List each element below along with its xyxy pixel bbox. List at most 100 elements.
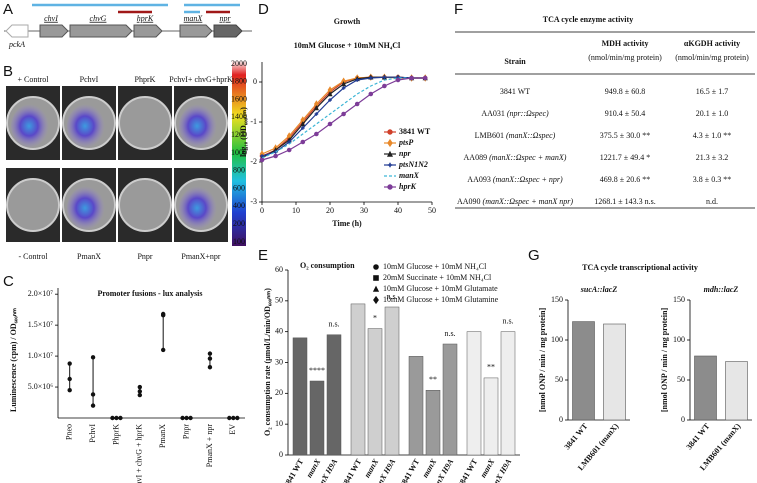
legend-label: 3841 WT bbox=[399, 127, 431, 136]
gene-label: hprK bbox=[137, 14, 154, 23]
table-cell: AA031 (npr::Ωspec) bbox=[481, 109, 549, 118]
marker bbox=[301, 126, 305, 130]
marker bbox=[387, 138, 393, 148]
y-tick-label: 100 bbox=[551, 335, 563, 344]
data-point bbox=[231, 415, 236, 421]
data-point bbox=[137, 384, 143, 390]
table-header: (nmol/min/mg protein) bbox=[675, 53, 749, 62]
plate bbox=[6, 178, 60, 232]
plate-label: PchvI+ chvG+hprK bbox=[169, 75, 233, 84]
gene-arrow bbox=[213, 24, 243, 38]
bar bbox=[725, 361, 748, 421]
colorbar bbox=[232, 60, 246, 246]
legend-label: 20mM Succinate + 10mM NH₄Cl bbox=[383, 273, 492, 282]
marker bbox=[395, 77, 401, 83]
chart-title: Growth bbox=[334, 17, 361, 26]
legend-label: hprK bbox=[399, 182, 417, 191]
y-tick-label: 10 bbox=[275, 419, 283, 428]
y-tick-label: 20 bbox=[275, 388, 283, 397]
bar bbox=[500, 331, 516, 456]
plate-label: PmanX+npr bbox=[181, 252, 221, 261]
panel-letter: D bbox=[258, 1, 269, 18]
bar bbox=[466, 331, 482, 456]
data-point bbox=[160, 347, 166, 353]
strain-name: AA089 bbox=[464, 153, 488, 162]
marker bbox=[372, 285, 380, 292]
plate-label: PchvI bbox=[80, 75, 99, 84]
y-axis-label: [nmol ONP / min / mg protein] bbox=[538, 308, 547, 413]
x-axis-label: Time (h) bbox=[332, 219, 362, 228]
x-tick-label: Pneo bbox=[65, 424, 74, 440]
table-cell: 469.8 ± 20.6 ** bbox=[600, 175, 650, 184]
marker bbox=[314, 131, 319, 137]
x-tick-label: 20 bbox=[326, 206, 334, 215]
marker bbox=[313, 105, 320, 111]
legend-label: 10mM Glucose + 10mM Glutamine bbox=[383, 295, 499, 304]
significance-label: n.s. bbox=[502, 316, 513, 325]
data-point bbox=[207, 356, 213, 361]
gene-label: chvG bbox=[90, 14, 107, 23]
plate-label: - Control bbox=[18, 252, 48, 261]
y-tick-label: -3 bbox=[250, 197, 257, 206]
table-cell: AA089 (manX::Ωspec + manX) bbox=[464, 153, 567, 162]
x-tick-label: 30 bbox=[360, 206, 368, 215]
table-cell: AA090 (manX::Ωspec + manX npr) bbox=[457, 197, 573, 206]
y-axis-label: O₂ consumption rate (μmol/L/min/OD₆₀₀ₙₘ) bbox=[263, 288, 272, 436]
data-point bbox=[180, 415, 185, 421]
gene-arrow bbox=[69, 24, 133, 38]
marker bbox=[273, 153, 278, 159]
x-tick-label: PmanX bbox=[158, 424, 167, 448]
table-cell: AA093 (manX::Ωspec + npr) bbox=[467, 175, 563, 184]
marker bbox=[340, 81, 347, 87]
x-tick-label: PchvI bbox=[88, 424, 97, 443]
marker bbox=[409, 75, 414, 81]
significance-label: ** bbox=[429, 375, 437, 384]
bar bbox=[425, 390, 441, 456]
panel-title: TCA cycle transcriptional activity bbox=[582, 263, 698, 272]
panel-letter: A bbox=[3, 1, 13, 18]
strain-name: 3841 WT bbox=[500, 87, 530, 96]
gene-arrow bbox=[39, 24, 69, 38]
colorbar-tick-label: 600 bbox=[233, 183, 245, 192]
marker bbox=[341, 86, 346, 90]
marker bbox=[373, 275, 379, 281]
gene-label: pckA bbox=[8, 40, 25, 49]
genotype: (manX::Ωspec + manX) bbox=[489, 153, 567, 162]
table-cell: 3841 WT bbox=[500, 87, 530, 96]
colorbar-tick-label: 1800 bbox=[231, 77, 247, 86]
data-point bbox=[118, 415, 123, 421]
y-tick-label: 30 bbox=[275, 357, 283, 366]
colorbar-tick-label: 1400 bbox=[231, 112, 247, 121]
genotype: (npr::Ωspec) bbox=[507, 109, 549, 118]
marker bbox=[369, 76, 373, 80]
bar bbox=[408, 356, 424, 456]
marker bbox=[314, 112, 319, 116]
data-point bbox=[188, 415, 193, 421]
legend-label: npr bbox=[399, 149, 411, 158]
data-point bbox=[235, 415, 240, 421]
bar bbox=[309, 380, 325, 456]
marker bbox=[387, 129, 393, 135]
table-header: αKGDH activity bbox=[684, 39, 740, 48]
chart-title: O₂ consumption bbox=[300, 261, 355, 270]
data-point bbox=[67, 376, 72, 382]
marker bbox=[368, 91, 374, 97]
significance-label: n.s. bbox=[386, 292, 397, 301]
luminescence bbox=[67, 104, 107, 148]
bar bbox=[384, 306, 400, 456]
y-tick-label: -2 bbox=[250, 157, 257, 166]
y-tick-label: 0 bbox=[279, 450, 283, 459]
y-tick-label: 1.5×10⁷ bbox=[28, 320, 54, 329]
panel-letter: B bbox=[3, 63, 13, 80]
bar bbox=[367, 328, 383, 456]
table-cell: 21.3 ± 3.2 bbox=[696, 153, 728, 162]
plate-label: Pnpr bbox=[137, 252, 152, 261]
y-tick-label: 100 bbox=[673, 335, 685, 344]
marker bbox=[327, 121, 333, 127]
plate-label: PhprK bbox=[135, 75, 156, 84]
x-tick-label: 0 bbox=[260, 206, 264, 215]
data-point bbox=[137, 389, 143, 394]
marker bbox=[300, 121, 306, 127]
table-cell: 20.1 ± 1.0 bbox=[696, 109, 728, 118]
table-title: TCA cycle enzyme activity bbox=[543, 15, 633, 24]
